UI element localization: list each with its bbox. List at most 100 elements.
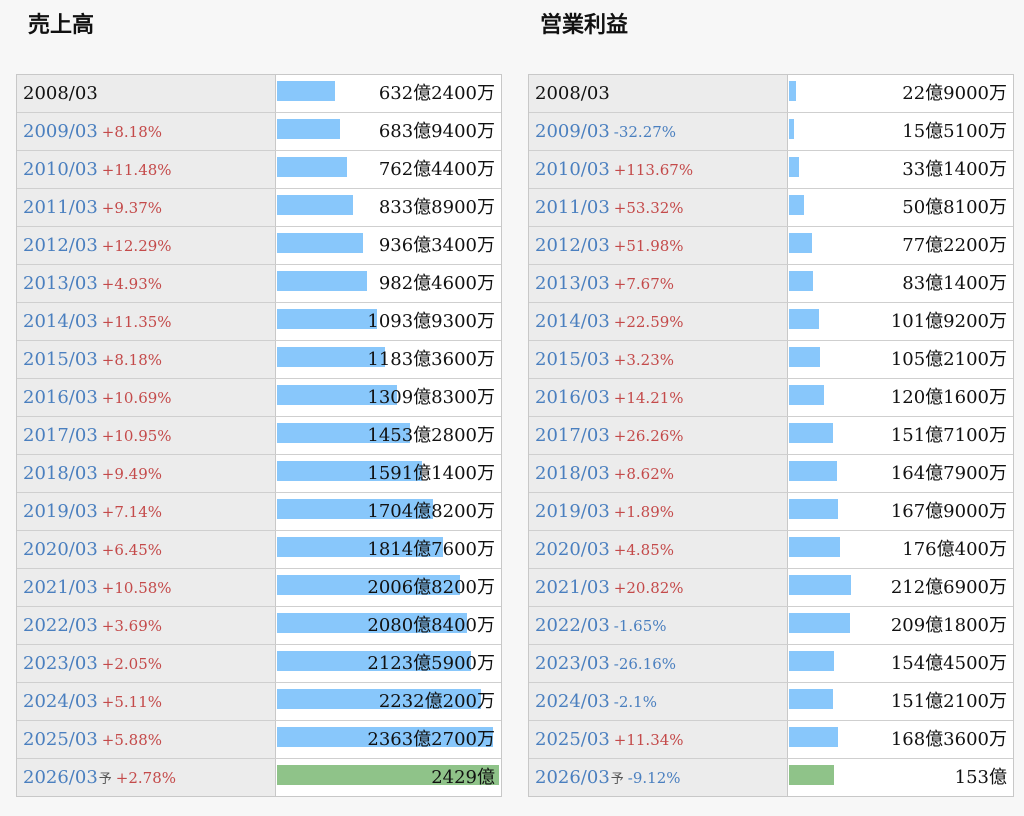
bar-cell: 167億9000万 bbox=[788, 493, 1013, 530]
fiscal-year-link[interactable]: 2018/03 bbox=[535, 463, 610, 484]
table-row: 2021/03 +10.58% 2006億8200万 bbox=[17, 569, 501, 607]
value-bar bbox=[277, 81, 335, 101]
bar-cell: 683億9400万 bbox=[276, 113, 501, 150]
value-bar bbox=[789, 119, 794, 139]
bar-cell: 2006億8200万 bbox=[276, 569, 501, 606]
period-cell: 2025/03 +5.88% bbox=[17, 721, 276, 758]
fiscal-year-link[interactable]: 2014/03 bbox=[535, 311, 610, 332]
fiscal-year-link[interactable]: 2022/03 bbox=[535, 615, 610, 636]
table-row: 2026/03 予 +2.78% 2429億 bbox=[17, 759, 501, 796]
amount-value: 2232億200万 bbox=[378, 691, 495, 712]
fiscal-year-link[interactable]: 2013/03 bbox=[23, 273, 98, 294]
fiscal-year-link[interactable]: 2025/03 bbox=[23, 729, 98, 750]
table-row: 2013/03 +7.67% 83億1400万 bbox=[529, 265, 1013, 303]
amount-value: 151億2100万 bbox=[890, 691, 1007, 712]
fiscal-year-link[interactable]: 2010/03 bbox=[23, 159, 98, 180]
period-cell: 2017/03 +10.95% bbox=[17, 417, 276, 454]
period-cell: 2022/03 +3.69% bbox=[17, 607, 276, 644]
value-bar bbox=[277, 651, 471, 671]
fiscal-year-link[interactable]: 2012/03 bbox=[23, 235, 98, 256]
fiscal-year-link[interactable]: 2019/03 bbox=[535, 501, 610, 522]
forecast-mark: 予 bbox=[98, 772, 112, 787]
fiscal-year-link[interactable]: 2024/03 bbox=[23, 691, 98, 712]
value-bar bbox=[277, 271, 367, 291]
fiscal-year-link[interactable]: 2020/03 bbox=[23, 539, 98, 560]
fiscal-year-link[interactable]: 2026/03 bbox=[535, 767, 610, 788]
fiscal-year-link[interactable]: 2017/03 bbox=[23, 425, 98, 446]
bar-cell: 154億4500万 bbox=[788, 645, 1013, 682]
fiscal-year-link[interactable]: 2011/03 bbox=[535, 197, 610, 218]
amount-value: 632億2400万 bbox=[378, 83, 495, 104]
fiscal-year-link[interactable]: 2012/03 bbox=[535, 235, 610, 256]
fiscal-year-link[interactable]: 2019/03 bbox=[23, 501, 98, 522]
change-percent: -26.16% bbox=[613, 654, 677, 673]
period-cell: 2021/03 +20.82% bbox=[529, 569, 788, 606]
fiscal-year-link[interactable]: 2011/03 bbox=[23, 197, 98, 218]
change-percent: +11.34% bbox=[613, 730, 684, 749]
fiscal-year-link[interactable]: 2018/03 bbox=[23, 463, 98, 484]
bar-cell: 982億4600万 bbox=[276, 265, 501, 302]
change-percent: +7.67% bbox=[613, 274, 675, 293]
fiscal-year-link[interactable]: 2022/03 bbox=[23, 615, 98, 636]
fiscal-year-link[interactable]: 2013/03 bbox=[535, 273, 610, 294]
amount-value: 212億6900万 bbox=[890, 577, 1007, 598]
amount-value: 762億4400万 bbox=[378, 159, 495, 180]
fiscal-year-link[interactable]: 2009/03 bbox=[23, 121, 98, 142]
amount-value: 1183億3600万 bbox=[367, 349, 495, 370]
value-bar bbox=[277, 347, 385, 367]
fiscal-year-link[interactable]: 2020/03 bbox=[535, 539, 610, 560]
fiscal-year-link[interactable]: 2016/03 bbox=[535, 387, 610, 408]
fiscal-year-link[interactable]: 2017/03 bbox=[535, 425, 610, 446]
value-bar bbox=[789, 271, 813, 291]
table-row: 2022/03 -1.65% 209億1800万 bbox=[529, 607, 1013, 645]
bar-cell: 176億400万 bbox=[788, 531, 1013, 568]
amount-value: 154億4500万 bbox=[890, 653, 1007, 674]
amount-value: 164億7900万 bbox=[890, 463, 1007, 484]
table-row: 2025/03 +11.34% 168億3600万 bbox=[529, 721, 1013, 759]
fiscal-year-link[interactable]: 2026/03 bbox=[23, 767, 98, 788]
value-bar bbox=[789, 309, 819, 329]
fiscal-year-link[interactable]: 2015/03 bbox=[535, 349, 610, 370]
change-percent: +12.29% bbox=[101, 236, 172, 255]
value-bar bbox=[277, 195, 353, 215]
table-row: 2018/03 +9.49% 1591億1400万 bbox=[17, 455, 501, 493]
amount-value: 33億1400万 bbox=[902, 159, 1007, 180]
fiscal-year-link[interactable]: 2023/03 bbox=[535, 653, 610, 674]
period-cell: 2014/03 +11.35% bbox=[17, 303, 276, 340]
bar-cell: 151億7100万 bbox=[788, 417, 1013, 454]
value-bar bbox=[277, 233, 363, 253]
amount-value: 2429億 bbox=[431, 767, 495, 788]
fiscal-year-link[interactable]: 2010/03 bbox=[535, 159, 610, 180]
fiscal-year-link[interactable]: 2023/03 bbox=[23, 653, 98, 674]
fiscal-year-link[interactable]: 2009/03 bbox=[535, 121, 610, 142]
change-percent: +2.78% bbox=[115, 768, 177, 787]
bar-cell: 632億2400万 bbox=[276, 75, 501, 112]
bar-cell: 762億4400万 bbox=[276, 151, 501, 188]
fiscal-year-link[interactable]: 2016/03 bbox=[23, 387, 98, 408]
fiscal-year-link[interactable]: 2024/03 bbox=[535, 691, 610, 712]
amount-value: 120億1600万 bbox=[890, 387, 1007, 408]
change-percent: +1.89% bbox=[613, 502, 675, 521]
value-bar bbox=[277, 423, 410, 443]
period-cell: 2021/03 +10.58% bbox=[17, 569, 276, 606]
period-cell: 2019/03 +1.89% bbox=[529, 493, 788, 530]
change-percent: -32.27% bbox=[613, 122, 677, 141]
table-row: 2024/03 +5.11% 2232億200万 bbox=[17, 683, 501, 721]
period-cell: 2010/03 +113.67% bbox=[529, 151, 788, 188]
change-percent: +14.21% bbox=[613, 388, 684, 407]
fiscal-year-link[interactable]: 2021/03 bbox=[535, 577, 610, 598]
amount-value: 2080億8400万 bbox=[367, 615, 495, 636]
panel-title: 売上高 bbox=[28, 13, 95, 38]
period-cell: 2016/03 +10.69% bbox=[17, 379, 276, 416]
fiscal-year-link[interactable]: 2015/03 bbox=[23, 349, 98, 370]
table-row: 2015/03 +8.18% 1183億3600万 bbox=[17, 341, 501, 379]
amount-value: 105億2100万 bbox=[890, 349, 1007, 370]
fiscal-year-link[interactable]: 2025/03 bbox=[535, 729, 610, 750]
fiscal-year-link[interactable]: 2021/03 bbox=[23, 577, 98, 598]
amount-value: 2006億8200万 bbox=[367, 577, 495, 598]
bar-cell: 2123億5900万 bbox=[276, 645, 501, 682]
bar-cell: 1453億2800万 bbox=[276, 417, 501, 454]
fiscal-year-link[interactable]: 2014/03 bbox=[23, 311, 98, 332]
period-cell: 2010/03 +11.48% bbox=[17, 151, 276, 188]
forecast-bar bbox=[277, 765, 499, 785]
